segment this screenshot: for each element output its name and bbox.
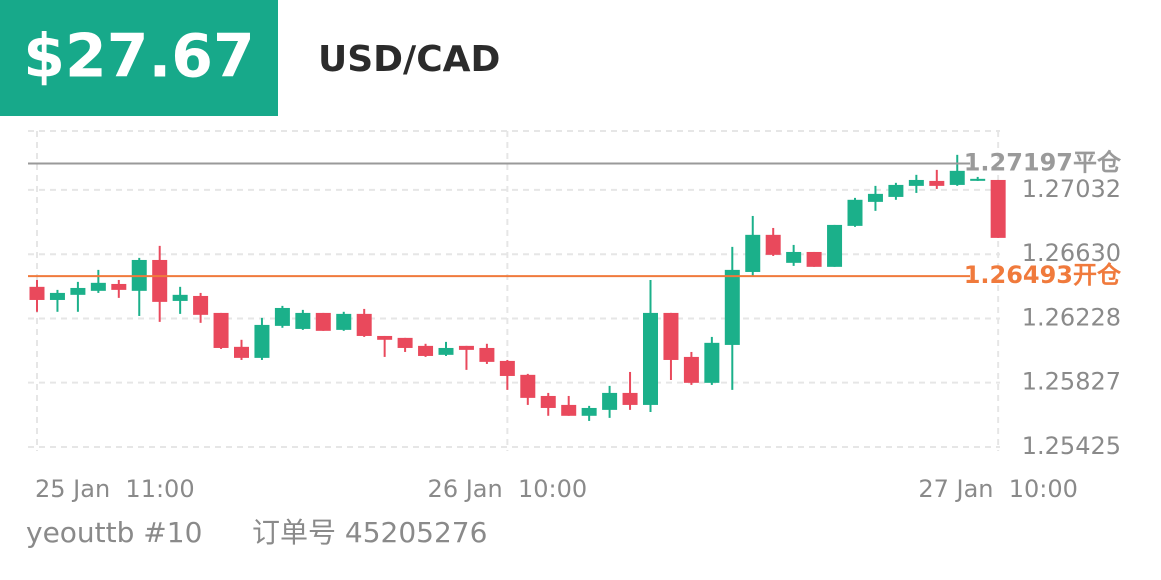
candle-body [602,392,618,410]
candle-body [49,292,65,300]
x-tick-label: 27 Jan 10:00 [918,475,1078,503]
y-tick-label: 1.25827 [1022,368,1121,396]
candle-body [724,269,740,345]
candle-body [458,345,474,350]
candle-body [806,251,822,267]
candle-body [643,312,658,405]
x-tick-label: 25 Jan 11:00 [35,475,195,503]
reference-label: 1.26493开仓 [964,261,1122,289]
price: $27.67 [23,22,255,92]
candle-body [745,234,761,272]
candle-body [213,312,229,348]
candle-body [438,347,454,355]
candle-body [581,407,597,416]
candle-body [254,324,270,358]
y-tick-label: 1.26630 [1022,239,1121,267]
candle-body [683,356,699,383]
y-tick-label: 1.27032 [1022,175,1121,203]
candle-body [908,179,924,186]
candle-body [315,312,331,331]
candle-body [397,337,413,348]
order-number: 订单号 45205276 [252,516,487,549]
candle-body [704,342,720,383]
candle-body [888,184,904,197]
candle-body [111,283,127,290]
candle-body [336,313,352,330]
candle-body [152,259,168,302]
candle-body [172,294,188,301]
candle-body [234,346,249,358]
candle-body [990,179,1006,238]
candle-body [827,224,843,267]
candle-body [193,295,209,315]
candle-body [622,392,638,405]
candle-body [479,347,495,362]
reference-label: 1.27197平仓 [964,148,1122,176]
candle-body [970,178,986,181]
pair: USD/CAD [318,39,500,80]
candle-body [929,180,945,186]
candle-body [520,374,536,398]
candle-body [29,286,45,300]
account: yeouttb #10 [26,516,202,549]
price-badge [0,0,278,116]
candle-body [90,282,106,291]
candle-body [540,395,556,408]
candle-body [295,312,311,329]
candle-body [867,193,883,202]
x-tick-label: 26 Jan 10:00 [428,475,588,503]
candle-body [418,345,434,356]
candle-body [70,287,86,295]
candle-body [274,307,290,326]
candle-body [765,234,781,255]
candle-body [663,312,679,360]
candle-body [847,199,863,226]
candle-body [949,170,965,185]
candle-body [377,335,393,340]
candle-body [356,313,372,336]
y-tick-label: 1.25425 [1022,432,1121,460]
y-tick-label: 1.26228 [1022,304,1121,332]
candle-body [786,251,802,263]
candle-body [561,404,577,416]
candle-body [499,360,515,376]
